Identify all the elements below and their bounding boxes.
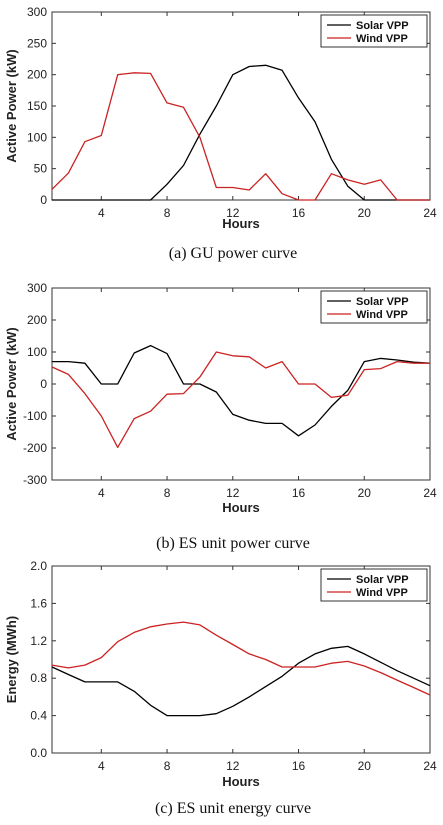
series-line-wind-vpp	[51, 621, 431, 696]
y-axis-title: Energy (MWh)	[4, 616, 19, 703]
x-axis-title: Hours	[222, 216, 260, 231]
x-tick-label: 16	[292, 759, 306, 773]
series-line-solar-vpp	[51, 645, 431, 717]
series-line-solar-vpp	[52, 64, 430, 201]
x-tick-label: 8	[164, 759, 171, 773]
y-tick-label: 300	[27, 281, 47, 295]
y-tick-label: 100	[27, 130, 47, 144]
y-tick-label: 150	[27, 99, 47, 113]
x-axis-title: Hours	[222, 500, 260, 515]
y-tick-label: 50	[34, 162, 48, 176]
y-tick-label: 1.2	[30, 634, 47, 648]
x-tick-label: 20	[358, 206, 372, 220]
y-tick-label: 0	[40, 377, 47, 391]
y-tick-label: 2.0	[30, 559, 47, 573]
y-tick-label: 1.6	[30, 596, 47, 610]
chart-panel-3: 0.0 0.4 0.8 1.2 1.6 2.0 4 8 12 16 20 24 Solar VPPWin…	[4, 559, 437, 817]
y-tick-label: 300	[27, 5, 47, 19]
y-axis-title: Active Power (kW)	[4, 327, 19, 440]
y-tick-label: 0	[40, 193, 47, 207]
x-tick-label: 4	[98, 486, 105, 500]
series-line-solar-vpp	[52, 344, 431, 437]
legend-label: Solar VPP	[356, 296, 409, 308]
x-tick-label: 8	[164, 206, 171, 220]
y-tick-label: 0.8	[30, 671, 47, 685]
chart-panel-1: 0 50 100 150 200 250 300 4 8 12 16 20 24 Solar VPPWin…	[4, 5, 437, 262]
legend-box	[320, 290, 428, 324]
legend-label: Wind VPP	[356, 33, 408, 45]
x-tick-label: 24	[423, 206, 437, 220]
y-tick-label: 0.4	[30, 709, 47, 723]
y-tick-label: 200	[27, 313, 47, 327]
chart-panel-2: -300 -200 -100 0 100 200 300 4 8 12 16 20 24 Solar VP…	[4, 281, 437, 552]
y-tick-label: -300	[23, 473, 47, 487]
x-tick-label: 12	[226, 759, 240, 773]
legend-label: Wind VPP	[356, 587, 408, 599]
y-tick-label: 100	[27, 345, 47, 359]
chart-caption: (c) ES unit energy curve	[155, 800, 311, 817]
legend-box	[320, 568, 428, 602]
x-tick-label: 12	[226, 486, 240, 500]
chart-caption: (a) GU power curve	[169, 245, 297, 262]
series-line-wind-vpp	[51, 72, 430, 201]
legend-box	[320, 14, 428, 48]
x-axis-title: Hours	[222, 774, 260, 789]
y-tick-label: -100	[23, 409, 47, 423]
legend-label: Solar VPP	[356, 20, 409, 32]
y-axis-title: Active Power (kW)	[4, 49, 19, 162]
x-tick-label: 20	[358, 486, 372, 500]
x-tick-label: 24	[423, 486, 437, 500]
x-tick-label: 16	[292, 206, 306, 220]
x-tick-label: 4	[98, 759, 105, 773]
x-tick-label: 16	[292, 486, 306, 500]
y-tick-label: 0.0	[30, 746, 47, 760]
y-tick-label: 250	[27, 36, 47, 50]
x-tick-label: 20	[358, 759, 372, 773]
series-line-wind-vpp	[51, 351, 430, 449]
x-tick-label: 24	[423, 759, 437, 773]
x-tick-label: 4	[98, 206, 105, 220]
y-tick-label: 200	[27, 68, 47, 82]
chart-caption: (b) ES unit power curve	[156, 535, 310, 552]
legend-label: Wind VPP	[356, 309, 408, 321]
legend-label: Solar VPP	[356, 574, 409, 586]
x-tick-label: 8	[164, 486, 171, 500]
y-tick-label: -200	[23, 441, 47, 455]
x-tick-label: 12	[226, 206, 240, 220]
